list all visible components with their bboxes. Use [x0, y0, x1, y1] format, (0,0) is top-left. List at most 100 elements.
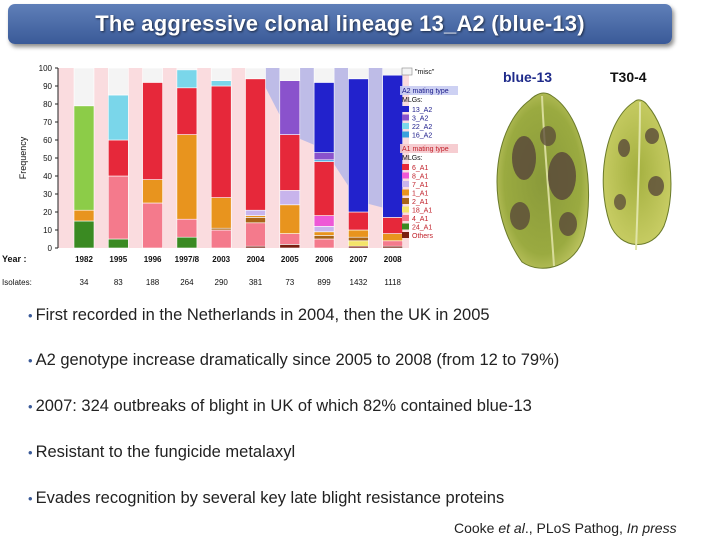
legend-a1-header-bg: [400, 144, 458, 153]
isolate-count: 899: [317, 278, 331, 287]
isolate-count: 1432: [350, 278, 368, 287]
bar-segment: [382, 240, 404, 247]
y-tick-label: 40: [43, 172, 52, 181]
leaf-blue13: [496, 92, 590, 269]
bar-segment: [176, 218, 198, 238]
x-tick-label: 2003: [212, 255, 230, 264]
legend-item-label: 7_A1: [412, 182, 428, 189]
legend-swatch: [402, 123, 409, 129]
y-tick-label: 70: [43, 118, 52, 127]
bullet-item: • 2007: 324 outbreaks of blight in UK of …: [28, 397, 532, 415]
bar-segment: [382, 67, 404, 76]
bar-segment: [348, 240, 369, 247]
bullet-item: • A2 genotype increase dramatically since…: [28, 351, 560, 369]
y-tick-label: 30: [43, 190, 52, 199]
bar-segment: [73, 67, 95, 107]
isolate-count: 34: [80, 278, 89, 287]
bar-segment: [108, 139, 129, 177]
bar-segment: [313, 235, 335, 240]
bar-segment: [245, 78, 266, 211]
bar-segment: [382, 74, 404, 218]
x-tick-label: 2006: [315, 255, 333, 264]
bar-segment: [279, 67, 301, 81]
bar-segment: [108, 67, 129, 96]
bar-segment: [210, 197, 232, 229]
legend-item-label: 3_A2: [412, 116, 428, 123]
x-tick-label: 2007: [350, 255, 368, 264]
legend-swatch: [402, 198, 409, 204]
bar-segment: [142, 82, 163, 180]
bar-segment: [313, 67, 335, 83]
y-tick-label: 60: [43, 136, 52, 145]
bar-segment: [176, 236, 198, 249]
bar-segment: [279, 233, 301, 245]
bullet-item: • First recorded in the Netherlands in 20…: [28, 306, 490, 324]
bar-segment: [142, 202, 163, 249]
bar-segment: [210, 229, 232, 249]
legend-mlgs-label: MLGs:: [402, 97, 423, 104]
legend-swatch: [402, 223, 409, 230]
bar-segment: [279, 190, 301, 206]
x-tick-label: 2005: [281, 255, 299, 264]
legend-swatch: [402, 172, 409, 179]
leaf-label-t30-4: T30-4: [610, 69, 647, 85]
y-tick-label: 90: [43, 82, 52, 91]
x-tick-label: 1995: [109, 255, 127, 264]
bar-segment: [108, 94, 129, 141]
bar-segment: [348, 67, 369, 80]
legend-item-label: 13_A2: [412, 107, 432, 114]
y-tick-label: 10: [43, 226, 52, 235]
bullet-item: • Resistant to the fungicide metalaxyl: [28, 443, 296, 461]
bar-segment: [279, 204, 301, 234]
leaf-label-blue13: blue-13: [503, 69, 553, 85]
legend-item-label: 2_A1: [412, 199, 428, 206]
legend-mlgs-label: MLGs:: [402, 155, 423, 162]
isolate-count: 73: [285, 278, 294, 287]
y-tick-label: 0: [48, 244, 53, 253]
legend-swatch: [402, 164, 409, 170]
bar-segment: [313, 238, 335, 249]
isolate-count: 290: [215, 278, 229, 287]
legend-swatch: [402, 232, 409, 238]
bullet-text: Evades recognition by several key late b…: [35, 489, 505, 507]
bar-segment: [279, 244, 301, 249]
legend-item-label: 1_A1: [412, 191, 428, 198]
slide-title: The aggressive clonal lineage 13_A2 (blu…: [95, 11, 585, 36]
bar-segment: [73, 220, 95, 249]
bar-segment: [348, 236, 369, 242]
y-axis-label: Frequency: [18, 136, 28, 179]
legend-swatch: [402, 114, 409, 121]
legend-swatch: [402, 189, 409, 196]
bar-segment: [108, 175, 129, 240]
bar-segment: [210, 85, 232, 198]
legend-item-label: 6_A1: [412, 165, 428, 172]
y-tick-label: 50: [43, 154, 52, 163]
leaf-photos: [496, 92, 672, 269]
legend-swatch: [402, 106, 409, 112]
leaf-t30-4: [602, 99, 672, 251]
isolates-label: Isolates:: [2, 278, 32, 287]
bar-segment: [73, 105, 95, 211]
bar-segment: [176, 134, 198, 220]
bar-segment: [348, 229, 369, 238]
citation: Cooke et al., PLoS Pathog, In press: [454, 520, 677, 536]
isolate-count: 381: [249, 278, 263, 287]
bar-segment: [108, 238, 129, 249]
legend-a2-header-bg: [400, 86, 458, 95]
bar-segment: [313, 231, 335, 236]
x-tick-label: 2004: [247, 255, 265, 264]
bullet-text: First recorded in the Netherlands in 200…: [35, 306, 490, 324]
legend-swatch: [402, 215, 409, 221]
y-tick-label: 100: [39, 64, 53, 73]
legend-item-label: 24_A1: [412, 225, 432, 232]
legend-item-label: Others: [412, 233, 434, 240]
bar-segment: [382, 217, 404, 234]
legend-item-label: 4_A1: [412, 216, 428, 223]
bar-segment: [313, 152, 335, 161]
bullet-text: Resistant to the fungicide metalaxyl: [35, 443, 296, 461]
bar-segment: [245, 209, 266, 216]
legend-swatch: [402, 181, 409, 187]
bar-segment: [313, 82, 335, 153]
legend-swatch: [402, 206, 409, 213]
legend-a1-title: A1 mating type: [402, 146, 449, 153]
